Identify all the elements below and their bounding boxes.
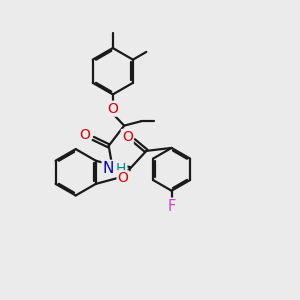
- Text: H: H: [116, 162, 126, 176]
- Text: O: O: [118, 171, 128, 185]
- Text: F: F: [167, 199, 176, 214]
- Text: N: N: [103, 161, 114, 176]
- Text: O: O: [107, 102, 118, 116]
- Text: O: O: [122, 130, 133, 144]
- Text: O: O: [80, 128, 90, 142]
